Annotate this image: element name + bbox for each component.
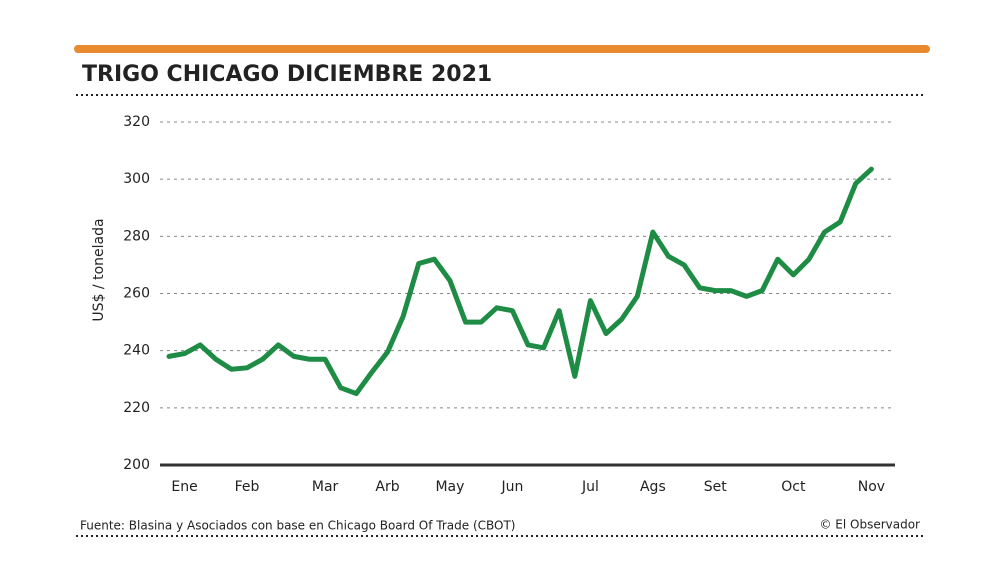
y-tick-label: 240: [123, 343, 150, 359]
x-tick-label: Set: [704, 479, 728, 495]
y-axis-label: US$ / tonelada: [91, 218, 107, 321]
x-tick-label: Nov: [858, 479, 885, 495]
x-tick-label: Ags: [640, 479, 666, 495]
y-tick-label: 200: [123, 457, 150, 473]
y-tick-label: 220: [123, 400, 150, 416]
source-note: Fuente: Blasina y Asociados con base en …: [80, 519, 516, 533]
y-tick-label: 300: [123, 171, 150, 187]
y-tick-label: 320: [123, 114, 150, 130]
x-tick-label: Jul: [581, 479, 599, 495]
y-tick-label: 260: [123, 286, 150, 302]
x-tick-label: Feb: [235, 479, 260, 495]
x-tick-label: Arb: [375, 479, 399, 495]
line: [166, 166, 874, 397]
x-tick-label: Jun: [500, 479, 523, 495]
credit: © El Observador: [819, 518, 920, 532]
top-bar: [74, 45, 930, 53]
x-tick-label: Oct: [781, 479, 806, 495]
x-tick-label: Ene: [171, 479, 197, 495]
x-tick-label: Mar: [312, 479, 339, 495]
x-tick-label: May: [435, 479, 464, 495]
y-tick-label: 280: [123, 228, 150, 244]
chart-title: TRIGO CHICAGO DICIEMBRE 2021: [82, 62, 492, 87]
